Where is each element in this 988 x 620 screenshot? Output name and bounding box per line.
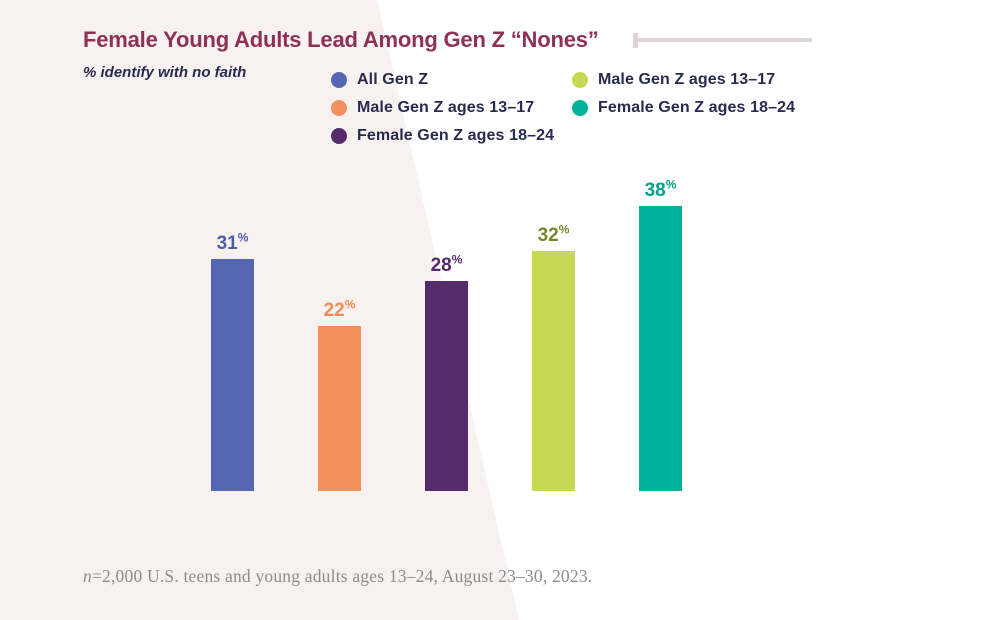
bar-value-label: 22% [323,297,356,321]
chart-subtitle: % identify with no faith [83,64,247,81]
percent-sign: % [237,230,249,245]
percent-sign: % [665,177,677,192]
legend-swatch-icon [331,72,347,88]
bar-value-label: 38% [644,177,677,201]
rule-tick [633,33,638,48]
bar-value-label: 31% [216,230,249,254]
title-decorative-rule [633,33,813,48]
legend-item: All Gen Z [331,66,572,94]
legend-item: Male Gen Z ages 13–17 [572,66,795,94]
bar [532,251,575,491]
percent-sign: % [558,222,570,237]
bar [425,281,468,491]
bar [639,206,682,491]
legend-label: Male Gen Z ages 13–17 [357,99,535,116]
legend: All Gen Z Male Gen Z ages 13–17 Female Gen… [331,66,795,150]
legend-swatch-icon [572,100,588,116]
footnote: n=2,000 U.S. teens and young adults ages… [83,566,593,586]
legend-swatch-icon [331,128,347,144]
percent-sign: % [451,252,463,267]
bar-group-3: 28% [425,254,468,491]
bar-chart: 31% 22% 28% 32% 38% [211,0,682,491]
chart-title: Female Young Adults Lead Among Gen Z “No… [83,27,599,52]
legend-swatch-icon [331,100,347,116]
legend-label: All Gen Z [357,71,429,88]
bar-group-2: 22% [318,299,361,491]
percent-sign: % [344,297,356,312]
legend-column-2: Male Gen Z ages 13–17 Female Gen Z ages 1… [572,66,795,150]
bar-value-label: 28% [430,252,463,276]
legend-label: Female Gen Z ages 18–24 [598,99,796,116]
bar-group-1: 31% [211,231,254,491]
legend-item: Male Gen Z ages 13–17 [331,94,572,122]
legend-column-1: All Gen Z Male Gen Z ages 13–17 Female Gen… [331,66,572,150]
bar [211,258,254,491]
bar [318,326,361,491]
rule-line [637,38,812,42]
legend-label: Female Gen Z ages 18–24 [357,127,555,144]
legend-item: Female Gen Z ages 18–24 [572,94,795,122]
legend-swatch-icon [572,72,588,88]
bar-group-4: 32% [532,224,575,491]
legend-label: Male Gen Z ages 13–17 [598,71,776,88]
bar-group-5: 38% [639,179,682,491]
bar-value-label: 32% [537,222,570,246]
legend-item: Female Gen Z ages 18–24 [331,122,572,150]
